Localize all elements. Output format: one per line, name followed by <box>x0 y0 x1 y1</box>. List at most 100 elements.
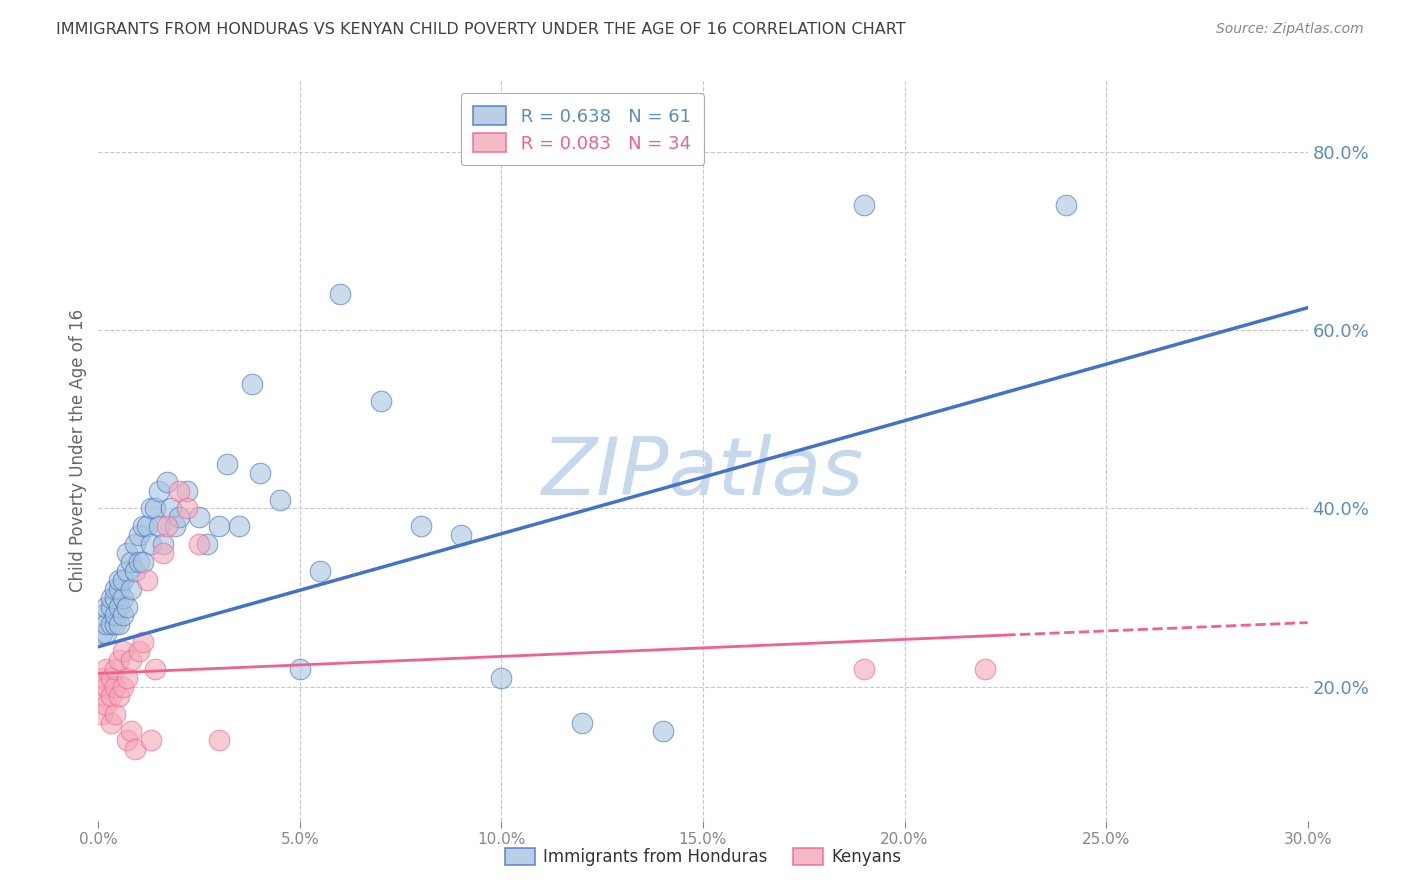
Point <box>103 662 125 676</box>
Point <box>100 715 122 730</box>
Point <box>120 582 142 596</box>
Point <box>152 546 174 560</box>
Point <box>128 644 150 658</box>
Point <box>853 198 876 212</box>
Point <box>107 653 129 667</box>
Point <box>148 483 170 498</box>
Point <box>240 376 263 391</box>
Point <box>853 662 876 676</box>
Point <box>163 519 186 533</box>
Point <box>115 564 138 578</box>
Point <box>100 599 122 614</box>
Point <box>167 483 190 498</box>
Point <box>217 457 239 471</box>
Text: IMMIGRANTS FROM HONDURAS VS KENYAN CHILD POVERTY UNDER THE AGE OF 16 CORRELATION: IMMIGRANTS FROM HONDURAS VS KENYAN CHILD… <box>56 22 905 37</box>
Point <box>135 519 157 533</box>
Point <box>188 510 211 524</box>
Point <box>111 608 134 623</box>
Point <box>409 519 432 533</box>
Point <box>249 466 271 480</box>
Point <box>124 537 146 551</box>
Point <box>111 591 134 605</box>
Point <box>1054 198 1077 212</box>
Point <box>115 599 138 614</box>
Point <box>107 689 129 703</box>
Point <box>288 662 311 676</box>
Point <box>156 519 179 533</box>
Point <box>115 671 138 685</box>
Point <box>91 689 114 703</box>
Point <box>100 591 122 605</box>
Point <box>974 662 997 676</box>
Point <box>107 573 129 587</box>
Point <box>309 564 332 578</box>
Point <box>96 617 118 632</box>
Point <box>128 528 150 542</box>
Point <box>100 617 122 632</box>
Point <box>96 599 118 614</box>
Point <box>96 662 118 676</box>
Point <box>103 608 125 623</box>
Text: ZIPatlas: ZIPatlas <box>541 434 865 512</box>
Text: Source: ZipAtlas.com: Source: ZipAtlas.com <box>1216 22 1364 37</box>
Point <box>91 706 114 721</box>
Point <box>111 680 134 694</box>
Point <box>228 519 250 533</box>
Point <box>208 519 231 533</box>
Point <box>160 501 183 516</box>
Point <box>491 671 513 685</box>
Point <box>91 671 114 685</box>
Point <box>152 537 174 551</box>
Point <box>571 715 593 730</box>
Point <box>120 555 142 569</box>
Point <box>450 528 472 542</box>
Point <box>135 573 157 587</box>
Point <box>208 733 231 747</box>
Point <box>120 653 142 667</box>
Point <box>111 644 134 658</box>
Point <box>103 591 125 605</box>
Point <box>103 680 125 694</box>
Point <box>115 733 138 747</box>
Point <box>156 475 179 489</box>
Point <box>128 555 150 569</box>
Point <box>124 564 146 578</box>
Point <box>139 733 162 747</box>
Point <box>139 501 162 516</box>
Point <box>176 501 198 516</box>
Point <box>132 555 155 569</box>
Legend: Immigrants from Honduras, Kenyans: Immigrants from Honduras, Kenyans <box>496 840 910 875</box>
Point <box>329 287 352 301</box>
Point <box>96 626 118 640</box>
Point <box>195 537 218 551</box>
Point <box>107 582 129 596</box>
Point <box>139 537 162 551</box>
Point <box>103 617 125 632</box>
Point <box>96 698 118 712</box>
Point <box>148 519 170 533</box>
Point <box>100 671 122 685</box>
Point <box>107 599 129 614</box>
Point <box>91 626 114 640</box>
Point <box>651 724 673 739</box>
Point <box>132 635 155 649</box>
Y-axis label: Child Poverty Under the Age of 16: Child Poverty Under the Age of 16 <box>69 309 87 592</box>
Point <box>107 617 129 632</box>
Point <box>132 519 155 533</box>
Point <box>103 582 125 596</box>
Point <box>100 689 122 703</box>
Point <box>269 492 291 507</box>
Point <box>120 724 142 739</box>
Point <box>91 608 114 623</box>
Point <box>370 394 392 409</box>
Point <box>188 537 211 551</box>
Legend:  R = 0.638   N = 61,  R = 0.083   N = 34: R = 0.638 N = 61, R = 0.083 N = 34 <box>461 93 703 165</box>
Point <box>176 483 198 498</box>
Point <box>111 573 134 587</box>
Point <box>143 662 166 676</box>
Point <box>96 680 118 694</box>
Point <box>103 706 125 721</box>
Point <box>167 510 190 524</box>
Point <box>115 546 138 560</box>
Point <box>143 501 166 516</box>
